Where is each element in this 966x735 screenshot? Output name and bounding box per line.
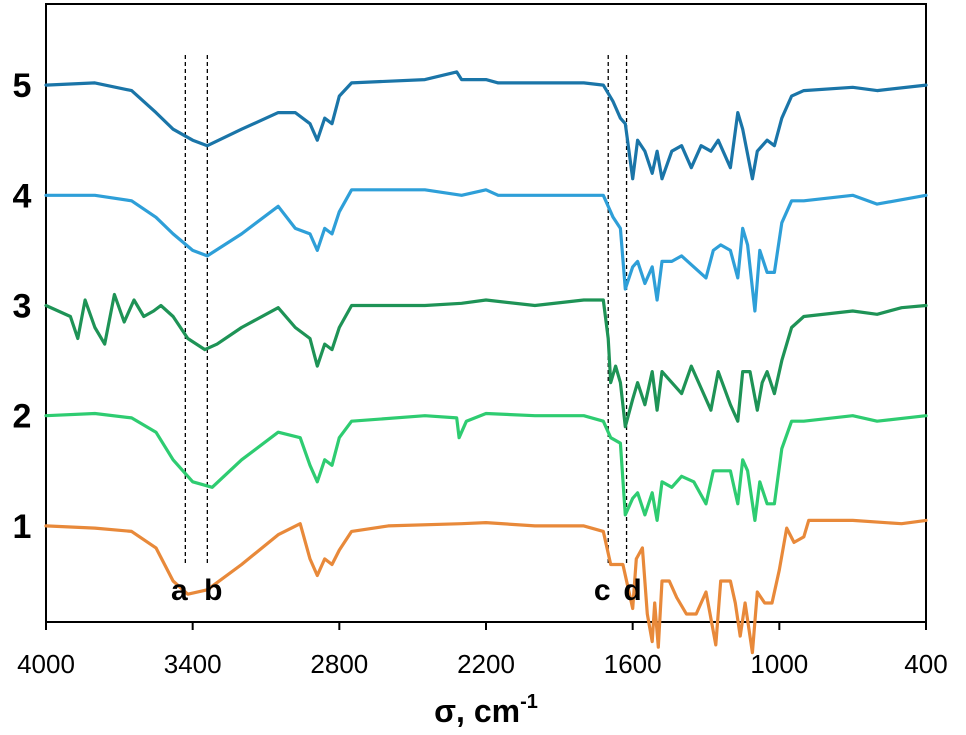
x-tick-label: 2200 — [457, 649, 515, 679]
series-line-1 — [44, 518, 928, 655]
series-label-3: 3 — [13, 287, 32, 325]
x-axis-title-superscript: -1 — [520, 691, 538, 713]
series-line-4 — [44, 188, 928, 313]
marker-label-c: c — [594, 574, 611, 607]
x-tick-label: 1000 — [750, 649, 808, 679]
x-tick-label: 1600 — [604, 649, 662, 679]
series-line-5 — [44, 70, 928, 181]
x-tick-label: 400 — [904, 649, 947, 679]
marker-label-a: a — [171, 574, 188, 607]
marker-lines-group — [184, 55, 628, 565]
series-label-1: 1 — [13, 508, 32, 546]
x-tick-label: 4000 — [17, 649, 75, 679]
series-label-2: 2 — [13, 398, 32, 436]
series-group — [44, 70, 928, 655]
series-label-5: 5 — [13, 67, 32, 105]
x-tick-label: 2800 — [310, 649, 368, 679]
x-axis-ticks: 4000 3400 2800 2200 1600 1000 400 — [17, 622, 948, 679]
x-tick-label: 3400 — [164, 649, 222, 679]
x-axis-title-main: σ, cm — [434, 693, 520, 729]
series-labels-group: 1 2 3 4 5 — [13, 67, 32, 546]
marker-label-d: d — [623, 574, 641, 607]
marker-label-b: b — [204, 574, 222, 607]
x-axis-title: σ, cm-1 — [434, 691, 538, 729]
series-line-3 — [44, 292, 928, 429]
series-line-2 — [44, 411, 928, 522]
series-label-4: 4 — [13, 177, 32, 215]
